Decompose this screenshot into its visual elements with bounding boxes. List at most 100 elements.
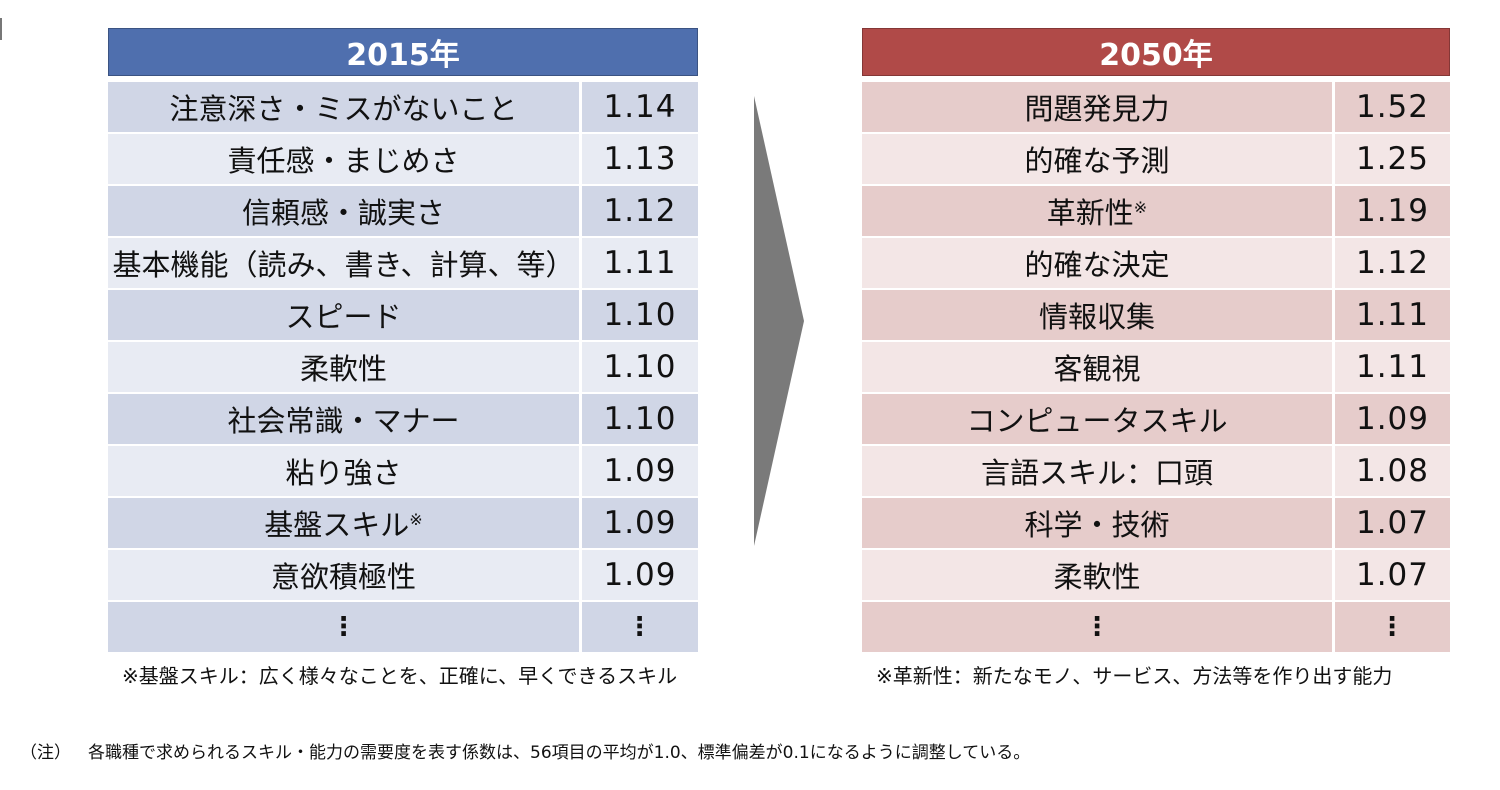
skill-label-cell: 基本機能（読み、書き、計算、等） [108,238,579,290]
coefficient-cell: 1.13 [579,134,698,186]
skill-label: 注意深さ・ミスがないこと [169,92,518,126]
skill-label: コンピュータスキル [966,404,1228,438]
skill-label: 客観視 [1053,352,1141,386]
skill-label-cell: コンピュータスキル [862,394,1332,446]
skill-label-cell: 柔軟性 [862,550,1332,602]
table-row: 粘り強さ 1.09 [108,446,698,498]
skill-label: 問題発見力 [1024,92,1170,126]
skill-label-cell: 柔軟性 [108,342,579,394]
skill-label-cell: 問題発見力 [862,82,1332,134]
skill-label: 的確な決定 [1024,248,1170,282]
skill-label-cell: ⋮ [862,602,1332,654]
chevron-right-arrow [754,96,804,546]
coefficient-cell: 1.09 [579,498,698,550]
coefficient-value: ⋮ [1379,612,1406,642]
table-row: 的確な決定 1.12 [862,238,1450,290]
coefficient-value: 1.07 [1355,557,1430,593]
skill-label-cell: 責任感・まじめさ [108,134,579,186]
note-label: （注） [20,743,71,763]
coefficient-value: 1.10 [603,297,677,333]
skill-label: 粘り強さ [285,456,402,490]
coefficient-cell: 1.11 [579,238,698,290]
footnote-2050: ※革新性：新たなモノ、サービス、方法等を作り出す能力 [876,664,1393,688]
table-row: 客観視 1.11 [862,342,1450,394]
coefficient-cell: 1.11 [1332,342,1450,394]
table-row: 責任感・まじめさ 1.13 [108,134,698,186]
coefficient-value: ⋮ [626,612,654,642]
table-row: 革新性 ※ 1.19 [862,186,1450,238]
coefficient-cell: 1.12 [579,186,698,238]
note: （注） 各職種で求められるスキル・能力の需要度を表す係数は、56項目の平均が1.0… [20,738,1030,763]
skill-label-cell: 客観視 [862,342,1332,394]
skill-label: 柔軟性 [1053,560,1141,594]
coefficient-cell: 1.09 [1332,394,1450,446]
skill-label-cell: 的確な決定 [862,238,1332,290]
table-row: 的確な予測 1.25 [862,134,1450,186]
edge-divider [0,18,2,40]
coefficient-value: 1.13 [603,141,677,177]
skill-label: 信頼感・誠実さ [241,196,445,230]
skill-label: 言語スキル：口頭 [980,456,1213,490]
skill-label-cell: 注意深さ・ミスがないこと [108,82,579,134]
table-row: 基本機能（読み、書き、計算、等） 1.11 [108,238,698,290]
skill-label-cell: 社会常識・マナー [108,394,579,446]
table-row: ⋮ ⋮ [108,602,698,654]
skill-label-cell: 革新性 ※ [862,186,1332,238]
table-body-2015: 注意深さ・ミスがないこと 1.14 責任感・まじめさ 1.13 信頼感・誠実さ 1.12 基… [108,82,698,654]
coefficient-value: 1.12 [1355,245,1430,281]
coefficient-cell: 1.52 [1332,82,1450,134]
skill-label-cell: 基盤スキル ※ [108,498,579,550]
coefficient-value: 1.09 [603,505,677,541]
coefficient-cell: 1.12 [1332,238,1450,290]
coefficient-value: 1.25 [1355,141,1430,177]
table-2015: 2015年 注意深さ・ミスがないこと 1.14 責任感・まじめさ 1.13 信頼感・誠実… [108,28,698,654]
footnote-mark: ※ [1133,197,1148,217]
coefficient-value: 1.11 [1355,297,1430,333]
coefficient-cell: 1.14 [579,82,698,134]
table-header-2015: 2015年 [108,28,698,76]
coefficient-value: 1.09 [603,453,677,489]
table-row: 言語スキル：口頭 1.08 [862,446,1450,498]
coefficient-cell: 1.10 [579,290,698,342]
coefficient-cell: 1.09 [579,550,698,602]
coefficient-cell: ⋮ [579,602,698,654]
skill-label-cell: 情報収集 [862,290,1332,342]
skill-label: 情報収集 [1038,300,1155,334]
footnote-mark: ※ [409,509,423,529]
table-header-2050: 2050年 [862,28,1450,76]
table-row: 意欲積極性 1.09 [108,550,698,602]
skill-label: 責任感・まじめさ [227,144,460,178]
table-row: 柔軟性 1.07 [862,550,1450,602]
coefficient-value: 1.10 [603,401,677,437]
coefficient-value: 1.09 [1355,401,1430,437]
coefficient-cell: 1.08 [1332,446,1450,498]
skill-label-cell: ⋮ [108,602,579,654]
coefficient-value: 1.10 [603,349,677,385]
skill-label: 意欲積極性 [270,560,416,594]
skill-label-cell: 粘り強さ [108,446,579,498]
table-row: 社会常識・マナー 1.10 [108,394,698,446]
skill-label-cell: スピード [108,290,579,342]
table-row: 基盤スキル ※ 1.09 [108,498,698,550]
table-row: スピード 1.10 [108,290,698,342]
skill-label-cell: 意欲積極性 [108,550,579,602]
table-row: 問題発見力 1.52 [862,82,1450,134]
skill-label: 基盤スキル [264,508,410,542]
skill-label-cell: 的確な予測 [862,134,1332,186]
table-row: 注意深さ・ミスがないこと 1.14 [108,82,698,134]
table-row: 科学・技術 1.07 [862,498,1450,550]
coefficient-value: 1.52 [1355,89,1430,125]
coefficient-cell: 1.25 [1332,134,1450,186]
footnote-2015: ※基盤スキル：広く様々なことを、正確に、早くできるスキル [122,664,678,688]
coefficient-value: 1.12 [603,193,677,229]
coefficient-value: 1.14 [603,89,677,125]
note-text: 各職種で求められるスキル・能力の需要度を表す係数は、56項目の平均が1.0、標準… [88,743,1031,763]
table-row: ⋮ ⋮ [862,602,1450,654]
skill-label: スピード [285,300,402,334]
skill-label: 的確な予測 [1024,144,1170,178]
coefficient-value: 1.07 [1355,505,1430,541]
coefficient-cell: 1.07 [1332,550,1450,602]
table-body-2050: 問題発見力 1.52 的確な予測 1.25 革新性 ※ 1.19 的確な決定 1.12 情報収集 1… [862,82,1450,654]
table-row: 情報収集 1.11 [862,290,1450,342]
coefficient-cell: 1.10 [579,342,698,394]
